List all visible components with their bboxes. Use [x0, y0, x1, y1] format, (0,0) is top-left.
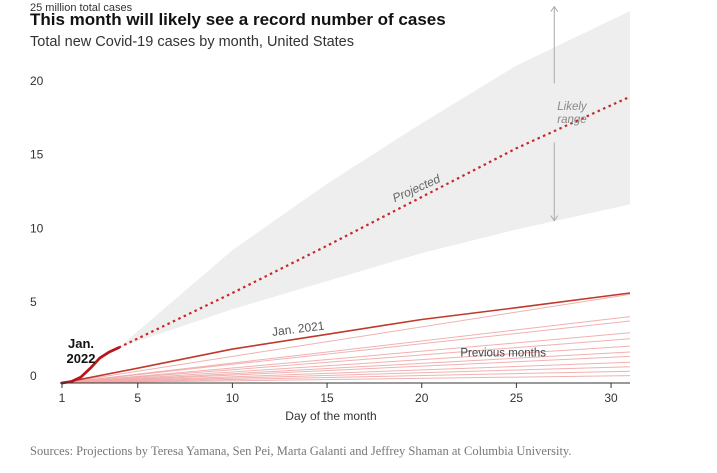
previous-month-line-5	[61, 338, 631, 384]
previous-month-line-11	[61, 370, 631, 384]
likely-range-label-line2: range	[557, 114, 586, 126]
range-arrow-head-top	[550, 5, 559, 12]
previous-month-line-12	[61, 375, 631, 384]
jan-2022-label: Jan. 2022	[67, 336, 96, 366]
x-tick-label: 25	[510, 391, 524, 405]
previous-month-line-6	[61, 345, 631, 384]
previous-month-line-4	[61, 332, 631, 384]
x-tick-label: 1	[59, 391, 66, 405]
jan-2021-line	[61, 292, 631, 384]
y-axis-label: 25 million total cases	[30, 2, 133, 14]
range-arrow-head-bottom	[550, 215, 559, 222]
y-tick-label: 0	[30, 369, 37, 383]
chart-subtitle: Total new Covid-19 cases by month, Unite…	[30, 34, 354, 50]
x-axis-label: Day of the month	[285, 409, 376, 423]
previous-month-line-2	[61, 316, 631, 384]
x-tick-label: 20	[415, 391, 429, 405]
jan-2021-label: Jan. 2021	[271, 319, 325, 339]
chart-title: This month will likely see a record numb…	[30, 10, 446, 29]
x-tick-label: 15	[320, 391, 334, 405]
previous-month-line-7	[61, 351, 631, 384]
source-note: Sources: Projections by Teresa Yamana, S…	[30, 444, 572, 458]
y-tick-label: 5	[30, 295, 37, 309]
likely-range-band	[118, 11, 631, 348]
x-tick-label: 30	[604, 391, 618, 405]
previous-month-line-9	[61, 361, 631, 384]
jan-2022-label-line2: 2022	[67, 351, 96, 366]
y-tick-label: 10	[30, 221, 44, 235]
likely-range-label: Likely range	[557, 101, 588, 126]
previous-month-line-10	[61, 366, 631, 384]
previous-months-label: Previous months	[460, 347, 546, 359]
jan-2022-line	[60, 346, 121, 385]
previous-month-line-3	[61, 320, 631, 384]
jan-2022-label-line1: Jan.	[68, 336, 94, 351]
previous-month-line-8	[61, 355, 631, 384]
previous-month-line-1	[61, 293, 631, 384]
likely-range-label-line1: Likely	[557, 101, 588, 113]
x-tick-label: 10	[226, 391, 240, 405]
x-tick-label: 5	[134, 391, 141, 405]
y-tick-label: 15	[30, 148, 44, 162]
y-tick-label: 20	[30, 74, 44, 88]
